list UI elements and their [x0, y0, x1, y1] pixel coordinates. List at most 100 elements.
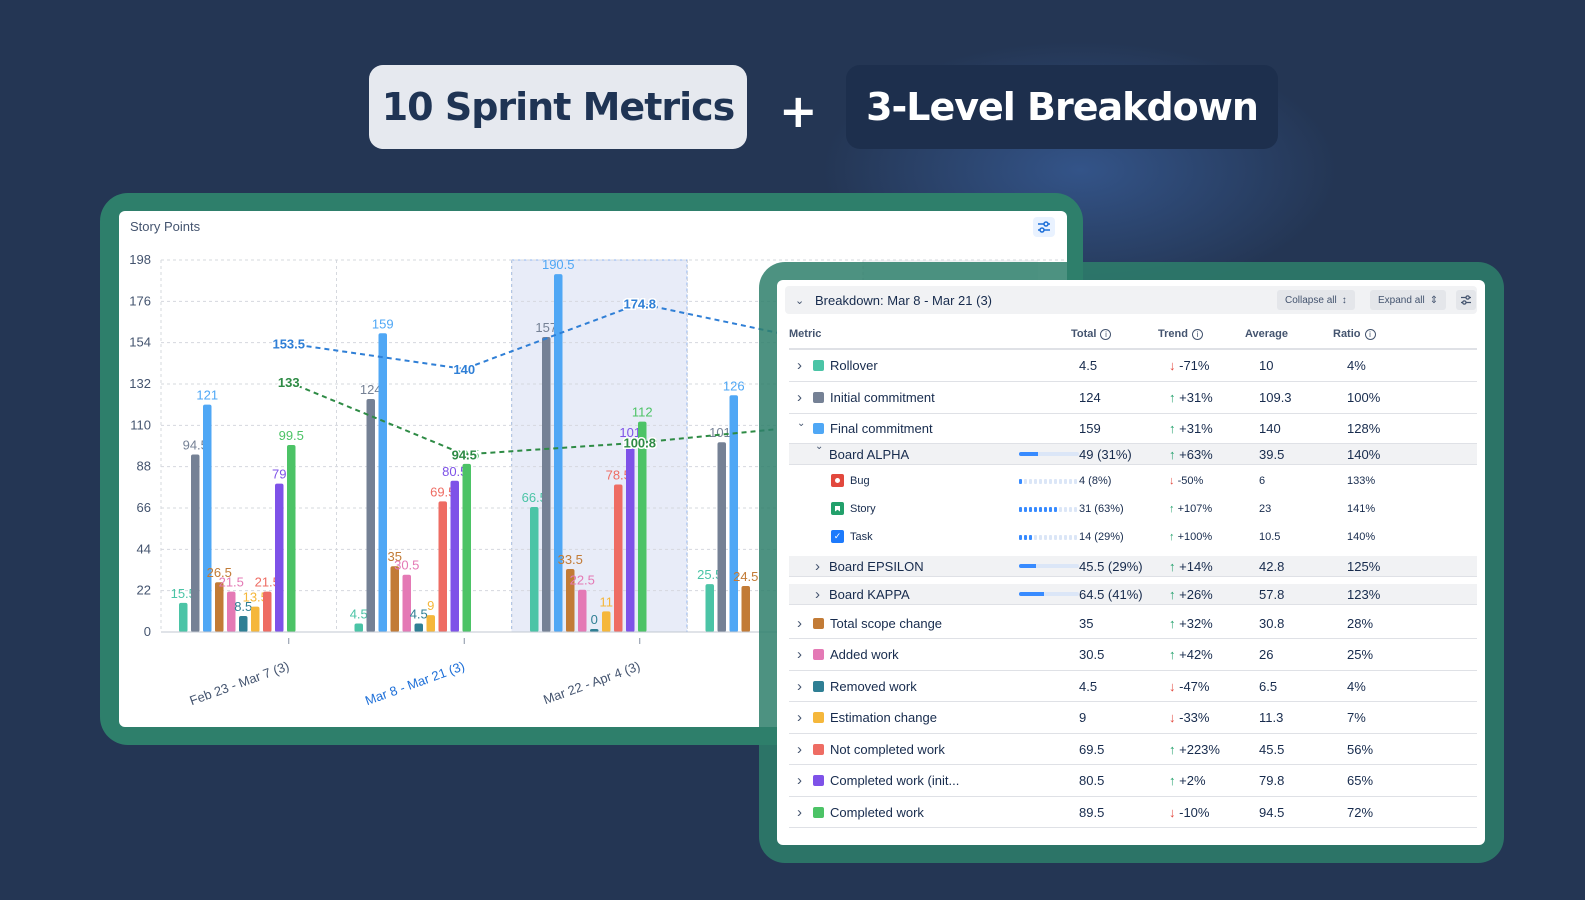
trend-text: -10% [1179, 804, 1210, 820]
bar-final-commitment [554, 274, 563, 632]
collapse-all-button[interactable]: Collapse all ↕ [1277, 290, 1355, 310]
chevron-right-icon[interactable]: › [797, 740, 802, 758]
table-row[interactable]: › Initial commitment 124 ↑ +31% 109.3 100% [789, 382, 1477, 414]
table-row[interactable]: › Added work 30.5 ↑ +42% 26 25% [789, 639, 1477, 671]
info-icon[interactable]: i [1191, 328, 1203, 340]
meter-dot [1069, 478, 1072, 484]
total-value: 45.5 (29%) [1079, 558, 1143, 574]
table-row[interactable]: Story 31 (63%) ↑ +107% 23 141% [789, 497, 1477, 521]
column-header-average: Average [1245, 328, 1288, 340]
ratio-value: 28% [1347, 615, 1374, 631]
sliders-icon[interactable] [1033, 217, 1055, 237]
meter-dot [1044, 478, 1047, 484]
average-value: 39.5 [1259, 446, 1285, 462]
meter-dot [1044, 506, 1047, 512]
bar-data-label: 66.5 [522, 490, 547, 505]
bar-added-work [227, 591, 236, 632]
header-divider [789, 348, 1477, 350]
info-icon[interactable]: i [1364, 328, 1376, 340]
chevron-right-icon[interactable]: › [815, 585, 820, 603]
trend-text: +100% [1177, 531, 1213, 543]
total-value: 124 [1079, 390, 1101, 405]
table-row[interactable]: › Rollover 4.5 ↓ -71% 10 4% [789, 350, 1477, 382]
share-dot-meter [1019, 478, 1077, 484]
average-line [288, 302, 816, 370]
table-row[interactable]: › Total scope change 35 ↑ +32% 30.8 28% [789, 608, 1477, 639]
bar-final-commitment [729, 395, 738, 632]
metric-label: Story [850, 503, 876, 515]
bar-data-label: 94.5 [183, 437, 208, 452]
table-row[interactable]: › Board KAPPA 64.5 (41%) ↑ +26% 57.8 123% [789, 584, 1477, 605]
trend-text: +14% [1179, 558, 1213, 574]
metric-label: Bug [850, 475, 870, 487]
breakdown-header[interactable]: ⌄ Breakdown: Mar 8 - Mar 21 (3) Collapse… [785, 286, 1477, 314]
bar-data-label: 112 [632, 405, 653, 420]
bar-initial-commitment [542, 337, 551, 632]
trend-text: -50% [1177, 475, 1204, 487]
table-row[interactable]: › Completed work 89.5 ↓ -10% 94.5 72% [789, 797, 1477, 828]
bar-data-label: 21.5 [255, 575, 280, 590]
table-row[interactable]: › Estimation change 9 ↓ -33% 11.3 7% [789, 702, 1477, 734]
trend-value: ↓ -10% [1169, 805, 1209, 820]
table-row[interactable]: ⌄ Final commitment 159 ↑ +31% 140 128% [789, 414, 1477, 444]
average-value: 45.5 [1259, 741, 1285, 757]
chevron-right-icon[interactable]: › [797, 803, 802, 821]
chevron-right-icon[interactable]: › [815, 557, 820, 575]
arrow-down-icon: ↓ [1169, 358, 1180, 373]
bar-removed-work [590, 629, 599, 632]
metric-label: Board KAPPA [829, 586, 910, 602]
table-row[interactable]: Bug 4 (8%) ↓ -50% 6 133% [789, 469, 1477, 493]
chevron-right-icon[interactable]: › [797, 389, 802, 406]
share-progress-fill [1019, 592, 1044, 596]
meter-dot [1074, 478, 1077, 484]
total-value: 80.5 [1079, 773, 1105, 788]
metric-label: Rollover [830, 358, 878, 373]
chevron-right-icon[interactable]: › [797, 357, 802, 374]
chevron-right-icon[interactable]: › [797, 709, 802, 726]
chevron-right-icon[interactable]: › [797, 677, 802, 695]
task-icon: ✓ [831, 530, 844, 543]
meter-dot [1019, 506, 1022, 512]
table-row[interactable]: › Completed work (init... 80.5 ↑ +2% 79.8 65% [789, 765, 1477, 797]
info-icon[interactable]: i [1100, 328, 1112, 340]
chevron-down-icon[interactable]: ⌄ [795, 294, 805, 307]
metric-color-swatch [813, 743, 824, 755]
arrow-up-icon: ↑ [1169, 741, 1180, 757]
ratio-value: 7% [1347, 710, 1366, 725]
chevron-right-icon[interactable]: › [797, 614, 802, 632]
ratio-value: 141% [1347, 503, 1376, 515]
metric-color-swatch [813, 423, 824, 434]
y-tick-label: 110 [130, 417, 151, 432]
total-value: 35 [1079, 615, 1094, 631]
bar-data-label: 11 [600, 594, 614, 609]
chevron-down-icon[interactable]: ⌄ [815, 441, 824, 452]
bar-data-label: 159 [372, 316, 394, 331]
table-row[interactable]: › Removed work 4.5 ↓ -47% 6.5 4% [789, 671, 1477, 702]
chevron-right-icon[interactable]: › [797, 772, 802, 789]
trend-text: +26% [1179, 586, 1213, 602]
bar-completed-work-initial- [275, 483, 284, 632]
arrow-up-icon: ↑ [1169, 647, 1180, 662]
trend-value: ↑ +42% [1169, 647, 1213, 662]
expand-all-button[interactable]: Expand all ⇕ [1370, 290, 1447, 310]
metric-label: Not completed work [830, 741, 945, 757]
table-row[interactable]: ✓ Task 14 (29%) ↑ +100% 10.5 140% [789, 525, 1477, 549]
bar-data-label: 22.5 [570, 573, 595, 588]
breakdown-settings-icon[interactable] [1456, 290, 1476, 310]
metric-color-swatch [813, 712, 824, 723]
total-value: 31 (63%) [1079, 503, 1124, 515]
metric-label: Board ALPHA [829, 446, 910, 462]
story-icon [831, 502, 844, 515]
chevron-right-icon[interactable]: › [797, 646, 802, 663]
table-row[interactable]: ⌄ Board ALPHA 49 (31%) ↑ +63% 39.5 140% [789, 441, 1477, 465]
column-total-label: Total [1071, 328, 1097, 340]
y-tick-label: 22 [137, 583, 151, 598]
chevron-down-icon[interactable]: ⌄ [797, 418, 806, 429]
metric-label: Total scope change [830, 615, 943, 631]
x-tick-label: Mar 22 - Apr 4 (3) [541, 658, 642, 707]
table-row[interactable]: › Board EPSILON 45.5 (29%) ↑ +14% 42.8 125% [789, 556, 1477, 577]
trend-value: ↓ -33% [1169, 710, 1209, 725]
sprint-metrics-pill: 10 Sprint Metrics [369, 65, 747, 149]
table-row[interactable]: › Not completed work 69.5 ↑ +223% 45.5 56% [789, 734, 1477, 765]
ratio-value: 65% [1347, 773, 1374, 788]
